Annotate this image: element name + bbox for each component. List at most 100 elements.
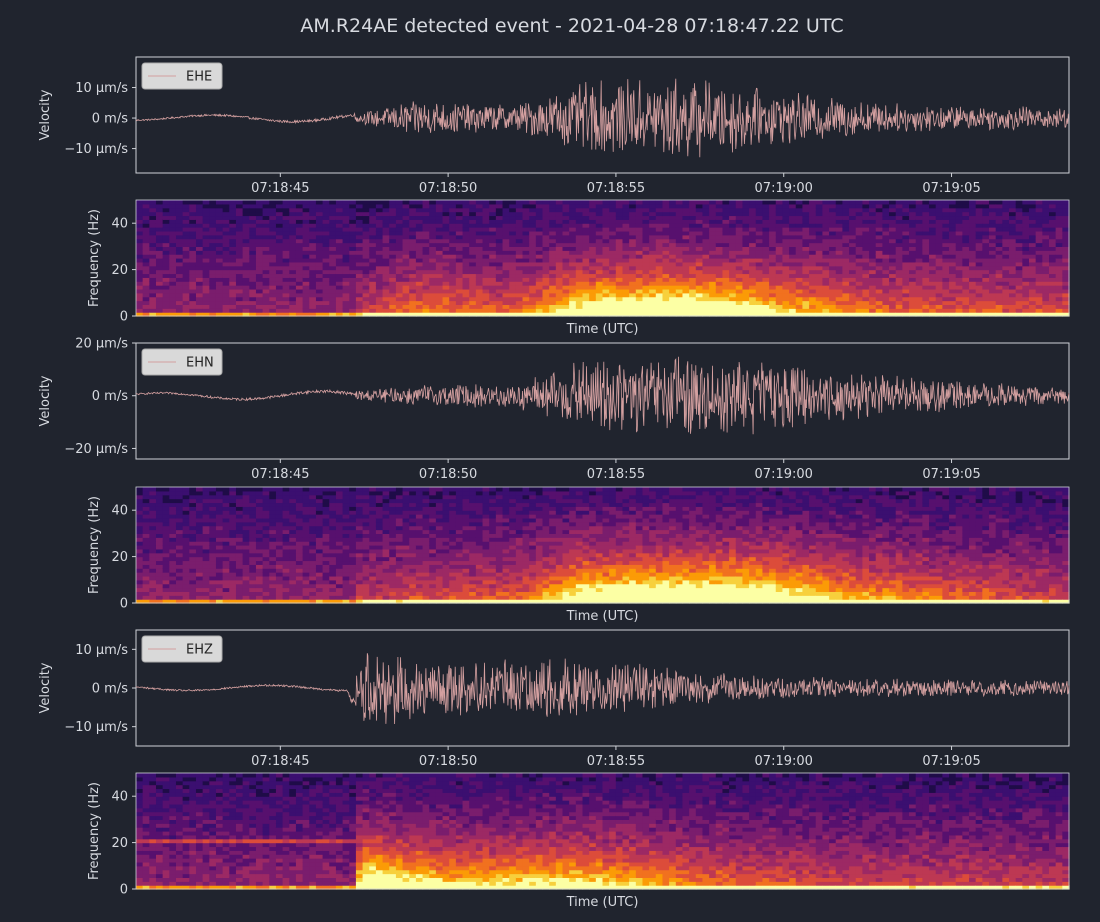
spectrogram-cell <box>175 246 184 251</box>
spectrogram-cell <box>149 599 157 604</box>
spectrogram-cell <box>315 219 324 224</box>
spectrogram-cell <box>202 556 210 562</box>
spectrogram-cell <box>242 269 250 275</box>
spectrogram-cell <box>182 223 190 228</box>
spectrogram-cell <box>429 238 437 244</box>
spectrogram-cell <box>422 300 430 305</box>
spectrogram-cell <box>862 308 870 313</box>
spectrogram-cell <box>289 591 297 596</box>
spectrogram-cell <box>249 591 257 596</box>
spectrogram-cell <box>475 250 484 255</box>
spectrogram-cell <box>189 292 197 298</box>
spectrogram-cell <box>455 312 464 317</box>
spectrogram-cell <box>162 494 170 500</box>
spectrogram-cell <box>569 277 577 282</box>
spectrogram-cell <box>982 273 990 278</box>
spectrogram-cell <box>949 285 957 290</box>
spectrogram-cell <box>442 242 450 247</box>
spectrogram-cell <box>535 269 544 275</box>
spectrogram-cell <box>209 227 217 232</box>
spectrogram-cell <box>142 261 150 267</box>
spectrogram-cell <box>289 230 297 236</box>
spectrogram-cell <box>802 285 810 290</box>
spectrogram-cell <box>1002 281 1010 286</box>
spectrogram-cell <box>742 234 750 240</box>
spectrogram-cell <box>409 238 417 244</box>
spectrogram-cell <box>949 215 957 220</box>
spectrogram-cell <box>775 281 784 286</box>
spectrogram-cell <box>255 572 264 577</box>
spectrogram-cell <box>995 254 1003 259</box>
spectrogram-cell <box>462 203 470 209</box>
spectrogram-cell <box>335 227 344 232</box>
spectrogram-cell <box>155 219 164 224</box>
spectrogram-cell <box>435 308 444 313</box>
spectrogram-cell <box>275 537 284 542</box>
spectrogram-cell <box>555 238 564 244</box>
spectrogram-cell <box>1015 203 1023 209</box>
spectrogram-cell <box>182 514 190 519</box>
spectrogram-cell <box>189 277 197 282</box>
spectrogram-cell <box>215 200 224 205</box>
spectrogram-cell <box>1002 203 1010 209</box>
spectrogram-cell <box>822 223 830 228</box>
spectrogram-cell <box>942 273 950 278</box>
spectrogram-cell <box>275 510 284 515</box>
spectrogram-cell <box>815 281 824 286</box>
spectrogram-cell <box>315 223 324 228</box>
spectrogram-cell <box>209 572 217 577</box>
spectrogram-cell <box>1015 292 1023 298</box>
spectrogram-cell <box>795 269 804 275</box>
spectrogram-cell <box>355 288 364 294</box>
spectrogram-cell <box>989 200 997 205</box>
spectrogram-cell <box>635 277 644 282</box>
spectrogram-cell <box>429 211 437 217</box>
spectrogram-cell <box>975 254 983 259</box>
spectrogram-cell <box>295 591 304 596</box>
spectrogram-cell <box>169 265 177 271</box>
spectrogram-cell <box>215 308 224 313</box>
spectrogram-cell <box>822 277 830 282</box>
spectrogram-cell <box>482 227 490 232</box>
spectrogram-cell <box>329 211 337 217</box>
spectrogram-cell <box>1022 254 1030 259</box>
spectrogram-cell <box>1022 227 1030 232</box>
spectrogram-cell <box>602 200 610 205</box>
spectrogram-cell <box>802 207 810 213</box>
spectrogram-cell <box>382 203 390 209</box>
spectrogram-cell <box>429 200 437 205</box>
spectrogram-cell <box>335 312 344 317</box>
spectrogram-cell <box>202 285 210 290</box>
spectrogram-cell <box>542 242 550 247</box>
spectrogram-cell <box>422 265 430 271</box>
spectrogram-cell <box>249 545 257 550</box>
spectrogram-cell <box>242 587 250 592</box>
spectrogram-cell <box>375 215 384 220</box>
spectrogram-cell <box>275 525 284 531</box>
spectrogram-cell <box>509 215 517 220</box>
spectrogram-cell <box>242 548 250 554</box>
spectrogram-cell <box>902 238 910 244</box>
spectrogram-cell <box>915 207 923 213</box>
spectrogram-cell <box>209 223 217 228</box>
spectrogram-cell <box>762 300 770 305</box>
spectrogram-cell <box>622 281 630 286</box>
spectrogram-cell <box>749 242 757 247</box>
spectrogram-cell <box>215 525 224 531</box>
spectrogram-cell <box>655 261 664 267</box>
spectrogram-cell <box>342 230 350 236</box>
spectrogram-cell <box>682 242 690 247</box>
spectrogram-cell <box>215 595 224 600</box>
spectrogram-cell <box>255 242 264 247</box>
spectrogram-cell <box>1035 223 1043 228</box>
spectrogram-cell <box>402 234 410 240</box>
spectrogram-cell <box>889 304 897 309</box>
spectrogram-cell <box>1029 200 1037 205</box>
spectrogram-cell <box>795 215 804 220</box>
spectrogram-cell <box>729 300 737 305</box>
spectrogram-cell <box>775 200 784 205</box>
spectrogram-cell <box>269 273 277 278</box>
spectrogram-cell <box>995 312 1003 317</box>
spectrogram-cell <box>809 261 817 267</box>
spectrogram-cell <box>802 250 810 255</box>
